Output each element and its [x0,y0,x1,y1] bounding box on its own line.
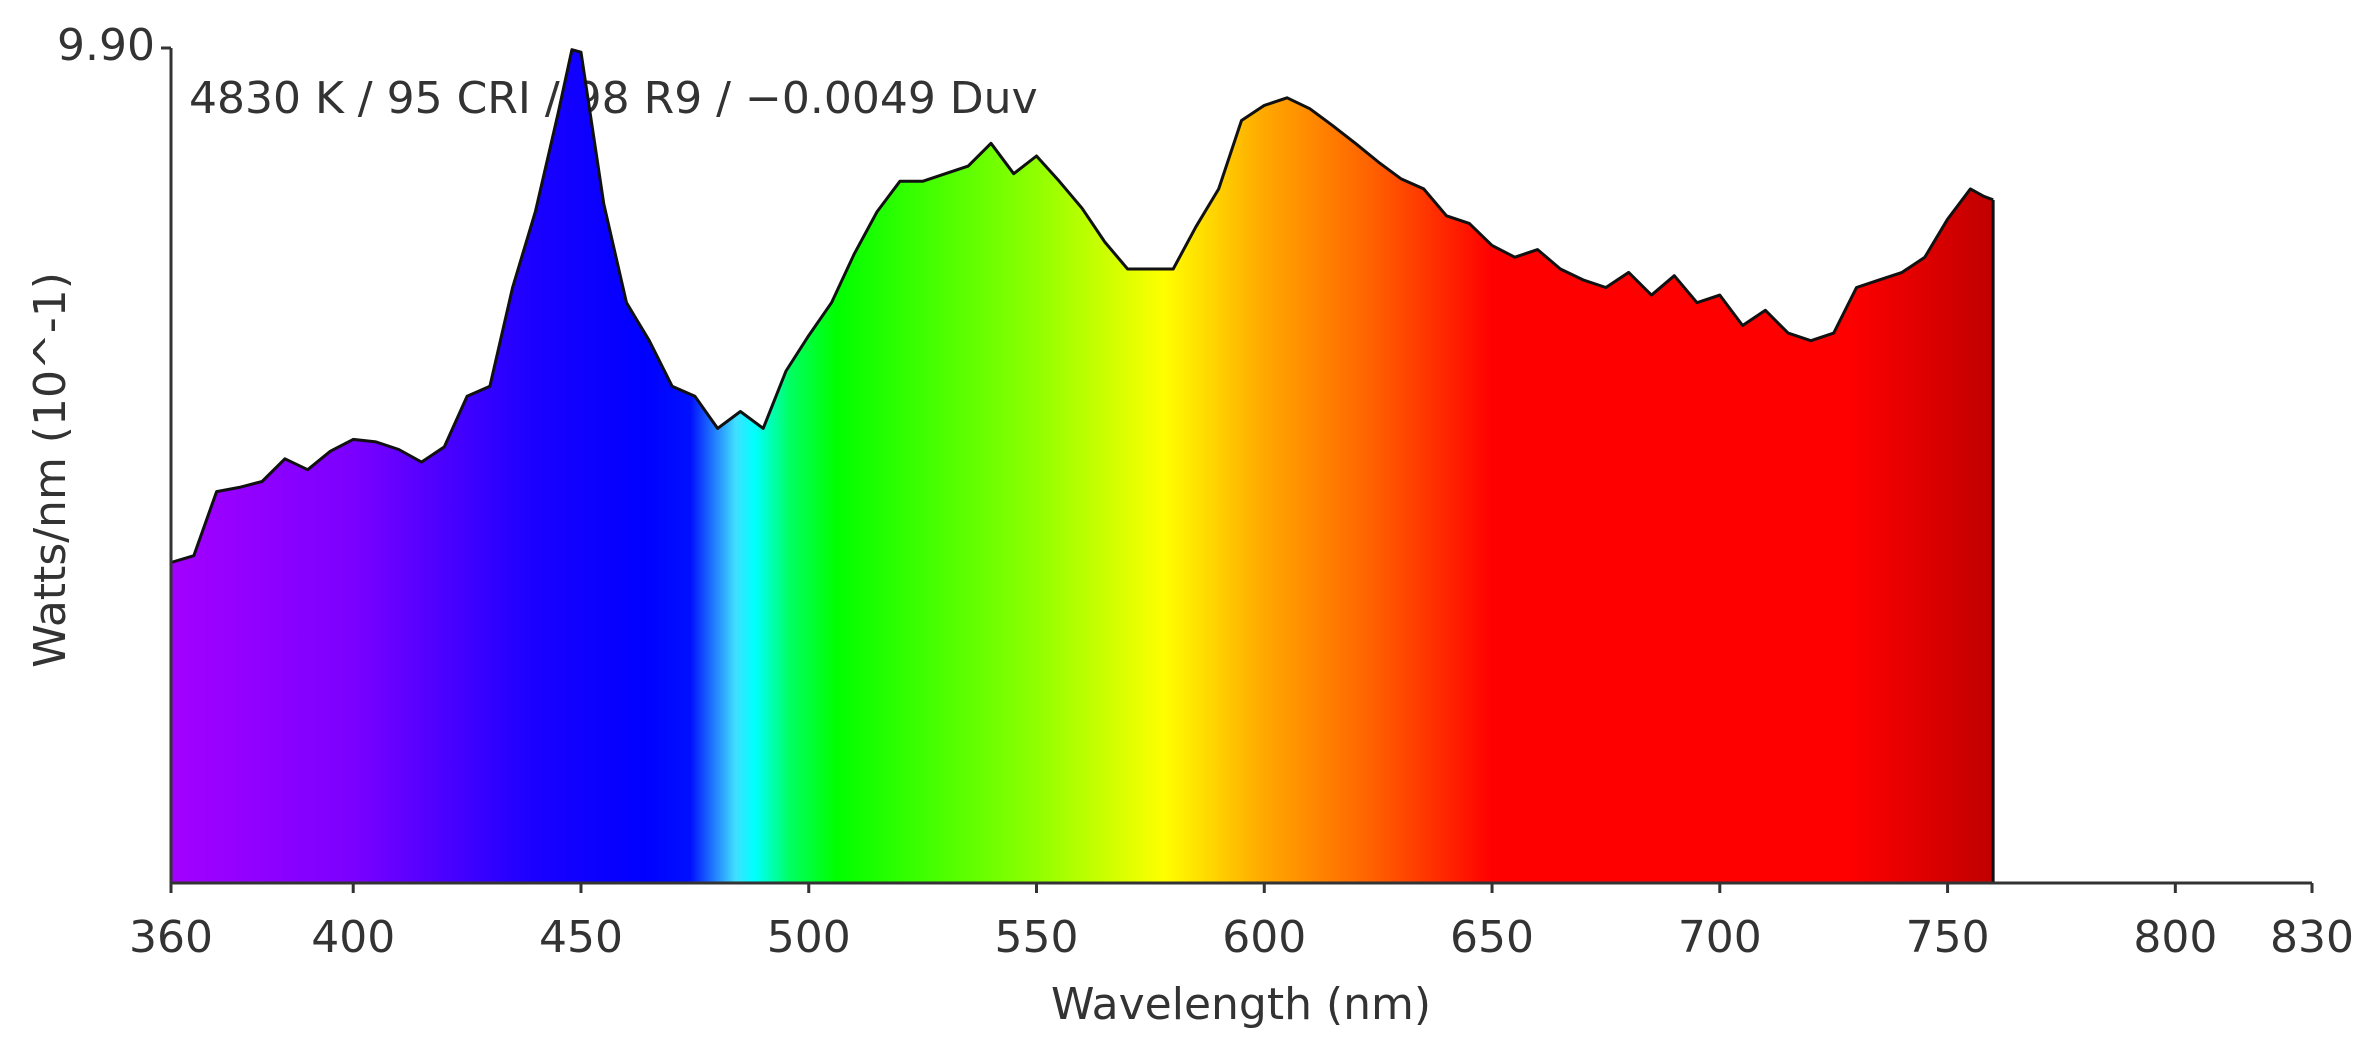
x-axis-title: Wavelength (nm) [1051,979,1431,1030]
area-fill [171,49,1994,883]
y-tick-label: 9.90 [57,20,155,71]
x-tick-label: 830 [2270,912,2354,963]
x-tick-label: 750 [1906,912,1990,963]
annotation: 4830 K / 95 CRI / 98 R9 / −0.0049 Duv [189,73,1038,124]
x-tick-label: 450 [539,912,623,963]
y-axis-title: Watts/nm (10^-1) [25,272,76,668]
spectrum-line [170,48,1994,564]
x-tick-label: 700 [1678,912,1762,963]
x-tick-label: 400 [311,912,395,963]
x-tick-label: 550 [995,912,1079,963]
x-tick-label: 360 [129,912,213,963]
x-tick-label: 500 [767,912,851,963]
x-tick-label: 800 [2133,912,2217,963]
x-tick-label: 600 [1222,912,1306,963]
x-tick-label: 650 [1450,912,1534,963]
